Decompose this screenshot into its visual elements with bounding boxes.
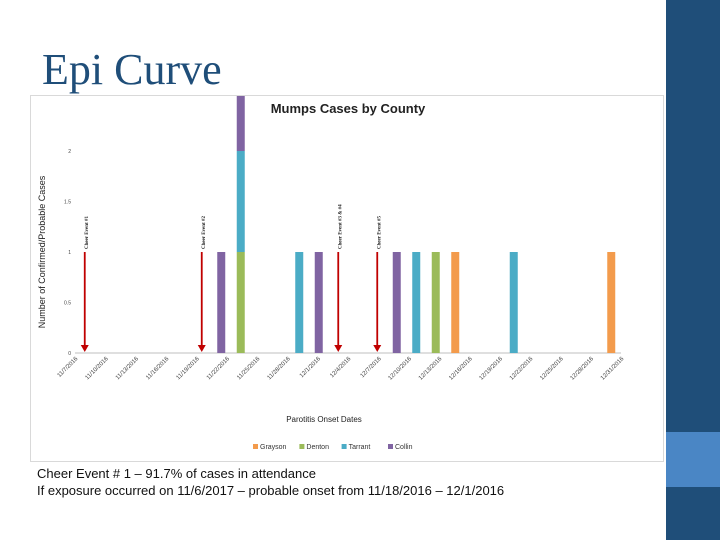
bar-tarrant [236,151,245,252]
x-tick-label: 11/10/2016 [85,356,111,382]
bar-collin [314,252,323,353]
x-tick-label: 11/16/2016 [145,356,171,382]
legend-swatch-grayson [253,444,258,449]
legend-label-tarrant: Tarrant [349,444,371,451]
chart-frame: Mumps Cases by County Number of Confirmed… [30,95,664,462]
x-tick-label: 12/31/2016 [600,356,626,382]
legend-label-denton: Denton [306,444,329,451]
annotation-arrow-head [373,345,382,352]
y-tick-label: 1 [68,250,71,256]
chart-title: Mumps Cases by County [271,101,426,116]
y-tick-label: 0.5 [64,301,71,307]
x-tick-label: 12/7/2016 [360,356,384,380]
x-tick-label: 12/1/2016 [299,356,323,380]
bar-grayson [607,252,616,353]
legend-swatch-tarrant [341,444,347,449]
y-axis-label: Number of Confirmed/Probable Cases [37,175,47,328]
x-tick-label: 12/19/2016 [479,356,505,382]
caption-line-1: Cheer Event # 1 – 91.7% of cases in atte… [37,466,316,481]
caption-line-2: If exposure occurred on 11/6/2017 – prob… [37,483,505,498]
x-tick-label: 11/7/2016 [57,356,80,379]
slide-title: Epi Curve [42,45,222,94]
x-tick-label: 12/16/2016 [448,356,474,382]
bar-collin [236,96,245,151]
bar-denton [236,252,245,353]
y-tick-label: 2 [68,149,71,155]
annotation-arrow-head [80,345,89,352]
y-tick-label: 0 [68,351,71,357]
legend-swatch-collin [388,444,393,449]
x-tick-label: 11/28/2016 [267,356,293,382]
annotation-label: Cheer Event #2 [202,216,207,249]
legend-label-collin: Collin [395,444,413,451]
annotation-label: Cheer Event #3 & #4 [338,204,343,249]
bar-collin [392,252,401,353]
bar-collin [217,252,226,353]
x-tick-label: 11/25/2016 [236,356,262,382]
x-tick-label: 11/13/2016 [115,356,141,382]
bar-tarrant [509,252,518,353]
x-tick-label: 12/4/2016 [329,356,353,380]
x-tick-label: 11/19/2016 [176,356,202,382]
annotation-arrow-head [334,345,343,352]
bar-denton [431,252,440,353]
x-tick-label: 11/22/2016 [206,356,232,382]
x-tick-label: 12/25/2016 [539,356,565,382]
x-tick-label: 12/28/2016 [570,356,596,382]
x-tick-label: 12/13/2016 [418,356,444,382]
annotation-arrow-head [197,345,206,352]
annotation-label: Cheer Event #5 [377,216,382,249]
bar-grayson [451,252,460,353]
mumps-chart: Mumps Cases by County Number of Confirmed… [37,96,626,451]
annotation-label: Cheer Event #1 [85,216,90,249]
x-tick-label: 12/22/2016 [509,356,535,382]
y-tick-label: 1.5 [64,200,71,206]
legend-label-grayson: Grayson [260,444,287,451]
slide-sidebar-accent [666,432,720,487]
x-tick-label: 12/10/2016 [388,356,414,382]
x-axis-label: Parotitis Onset Dates [286,415,362,424]
legend-swatch-denton [299,444,305,449]
bar-tarrant [295,252,304,353]
bar-tarrant [412,252,421,353]
